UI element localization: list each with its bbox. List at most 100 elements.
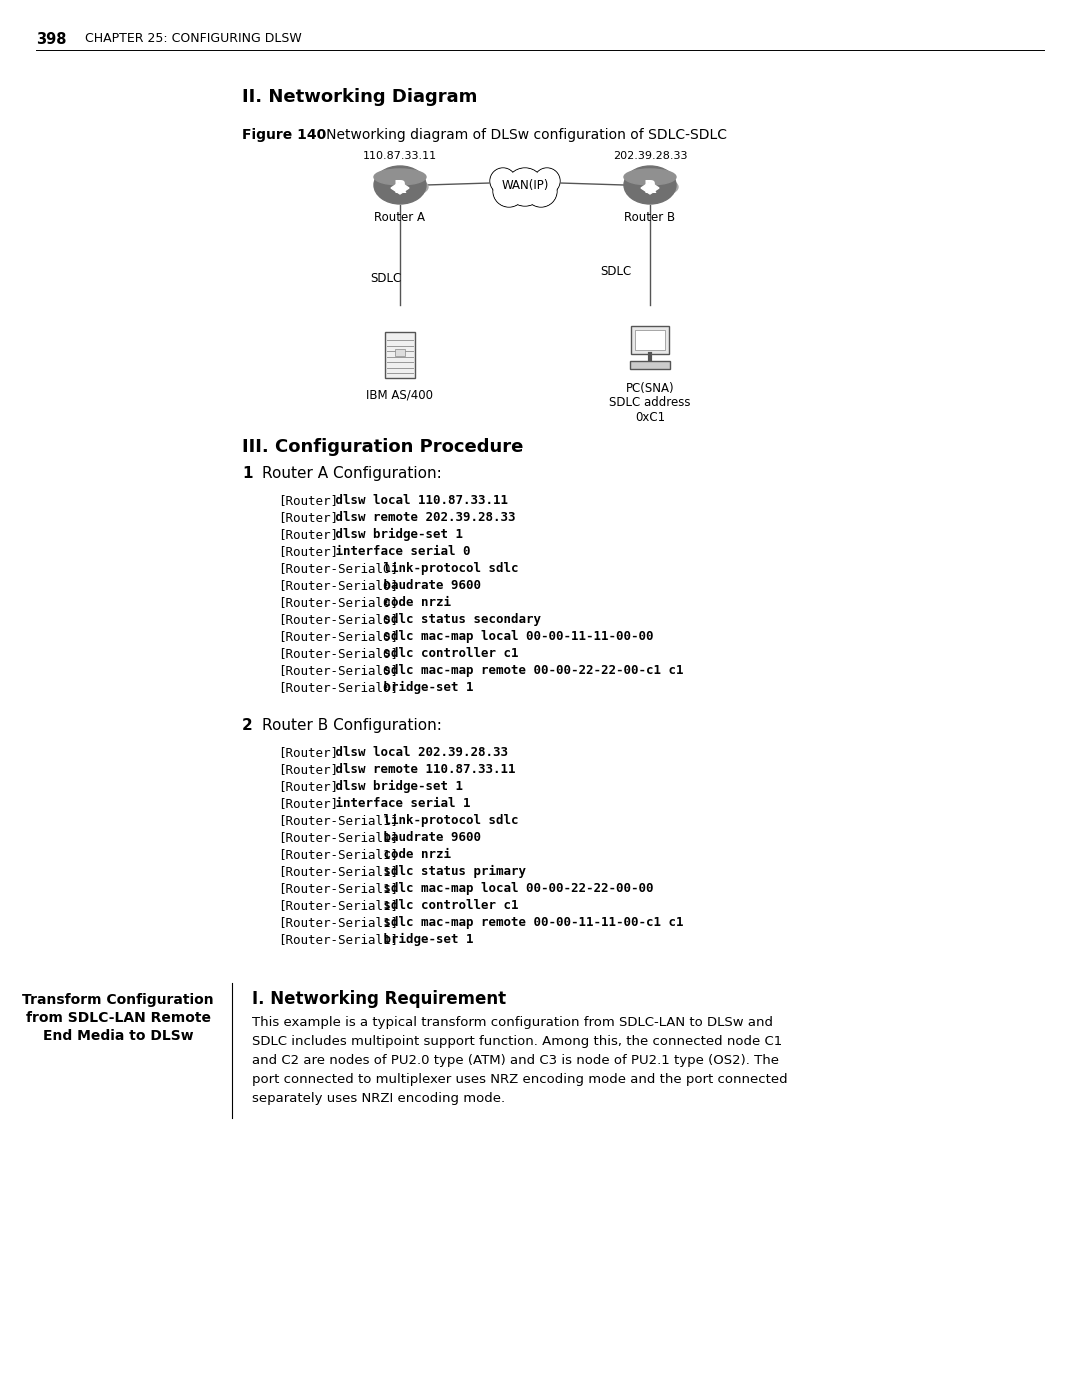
Text: [Router-Serial1]: [Router-Serial1] [278,900,399,912]
FancyBboxPatch shape [630,360,670,369]
Text: 110.87.33.11: 110.87.33.11 [363,151,437,161]
Text: CHAPTER 25: CONFIGURING DLSW: CHAPTER 25: CONFIGURING DLSW [85,32,301,45]
Text: bridge-set 1: bridge-set 1 [376,933,474,946]
Text: sdlc mac-map local 00-00-22-22-00-00: sdlc mac-map local 00-00-22-22-00-00 [376,882,653,895]
Text: [Router-Serial0]: [Router-Serial0] [278,562,399,576]
Text: [Router-Serial1]: [Router-Serial1] [278,916,399,929]
Text: 0xC1: 0xC1 [635,411,665,425]
Text: sdlc controller c1: sdlc controller c1 [376,647,518,659]
Circle shape [534,168,561,194]
FancyBboxPatch shape [635,330,665,351]
Text: [Router-Serial0]: [Router-Serial0] [278,647,399,659]
Text: R: R [393,179,406,197]
Text: 398: 398 [36,32,67,47]
Text: code nrzi: code nrzi [376,848,451,861]
Text: SDLC includes multipoint support function. Among this, the connected node C1: SDLC includes multipoint support functio… [252,1035,782,1048]
Text: link-protocol sdlc: link-protocol sdlc [376,562,518,576]
FancyBboxPatch shape [395,348,405,355]
Text: interface serial 1: interface serial 1 [328,798,471,810]
Text: [Router]: [Router] [278,528,338,541]
Text: sdlc status primary: sdlc status primary [376,865,526,879]
Circle shape [525,175,557,207]
Circle shape [490,168,516,194]
Ellipse shape [376,177,428,197]
Text: from SDLC-LAN Remote: from SDLC-LAN Remote [26,1011,211,1025]
Text: sdlc mac-map local 00-00-11-11-00-00: sdlc mac-map local 00-00-11-11-00-00 [376,630,653,643]
Text: port connected to multiplexer uses NRZ encoding mode and the port connected: port connected to multiplexer uses NRZ e… [252,1073,787,1085]
Text: dlsw local 202.39.28.33: dlsw local 202.39.28.33 [328,746,509,759]
Text: code nrzi: code nrzi [376,597,451,609]
Text: separately uses NRZI encoding mode.: separately uses NRZI encoding mode. [252,1092,505,1105]
Text: [Router-Serial0]: [Router-Serial0] [278,613,399,626]
Text: Networking diagram of DLSw configuration of SDLC-SDLC: Networking diagram of DLSw configuration… [313,129,727,142]
Text: Router A: Router A [375,211,426,224]
Ellipse shape [624,166,676,204]
Text: [Router]: [Router] [278,746,338,759]
Text: [Router-Serial0]: [Router-Serial0] [278,630,399,643]
Circle shape [507,168,544,205]
Text: [Router-Serial1]: [Router-Serial1] [278,933,399,946]
Text: [Router-Serial0]: [Router-Serial0] [278,597,399,609]
Text: [Router]: [Router] [278,545,338,557]
Text: SDLC: SDLC [370,272,402,285]
Text: [Router-Serial0]: [Router-Serial0] [278,664,399,678]
Ellipse shape [374,166,426,204]
Text: [Router-Serial1]: [Router-Serial1] [278,848,399,861]
Text: 1: 1 [242,467,253,481]
Text: [Router-Serial1]: [Router-Serial1] [278,882,399,895]
Polygon shape [391,182,409,194]
Circle shape [535,169,559,193]
Circle shape [491,169,515,193]
Text: sdlc controller c1: sdlc controller c1 [376,900,518,912]
Text: [Router]: [Router] [278,798,338,810]
Text: dlsw bridge-set 1: dlsw bridge-set 1 [328,780,463,793]
Text: interface serial 0: interface serial 0 [328,545,471,557]
Text: WAN(IP): WAN(IP) [501,179,549,193]
Text: [Router-Serial0]: [Router-Serial0] [278,578,399,592]
Text: sdlc mac-map remote 00-00-22-22-00-c1 c1: sdlc mac-map remote 00-00-22-22-00-c1 c1 [376,664,684,678]
Text: I. Networking Requirement: I. Networking Requirement [252,990,507,1009]
Text: link-protocol sdlc: link-protocol sdlc [376,814,518,827]
Text: End Media to DLSw: End Media to DLSw [43,1030,193,1044]
Text: dlsw remote 202.39.28.33: dlsw remote 202.39.28.33 [328,511,515,524]
Circle shape [494,176,524,205]
Text: sdlc status secondary: sdlc status secondary [376,613,541,626]
Text: PC(SNA): PC(SNA) [625,381,674,395]
Text: and C2 are nodes of PU2.0 type (ATM) and C3 is node of PU2.1 type (OS2). The: and C2 are nodes of PU2.0 type (ATM) and… [252,1053,779,1067]
Text: Router A Configuration:: Router A Configuration: [262,467,442,481]
Text: [Router]: [Router] [278,495,338,507]
Text: 202.39.28.33: 202.39.28.33 [612,151,687,161]
FancyBboxPatch shape [631,326,669,353]
Text: [Router-Serial1]: [Router-Serial1] [278,814,399,827]
Circle shape [507,169,543,205]
Text: R: R [644,179,657,197]
Ellipse shape [374,169,426,184]
Text: IBM AS/400: IBM AS/400 [366,388,433,401]
Text: Transform Configuration: Transform Configuration [23,993,214,1007]
Text: [Router-Serial1]: [Router-Serial1] [278,831,399,844]
Text: dlsw bridge-set 1: dlsw bridge-set 1 [328,528,463,541]
Text: II. Networking Diagram: II. Networking Diagram [242,88,477,106]
Circle shape [526,176,556,205]
Text: Router B: Router B [624,211,676,224]
Text: Router B Configuration:: Router B Configuration: [262,718,442,733]
Text: dlsw remote 110.87.33.11: dlsw remote 110.87.33.11 [328,763,515,775]
Text: 2: 2 [242,718,253,733]
Text: [Router]: [Router] [278,780,338,793]
FancyBboxPatch shape [384,332,415,379]
Text: III. Configuration Procedure: III. Configuration Procedure [242,439,524,455]
Text: SDLC: SDLC [600,265,631,278]
Text: baudrate 9600: baudrate 9600 [376,578,482,592]
Text: Figure 140: Figure 140 [242,129,326,142]
Polygon shape [642,182,659,194]
Text: sdlc mac-map remote 00-00-11-11-00-c1 c1: sdlc mac-map remote 00-00-11-11-00-c1 c1 [376,916,684,929]
Text: [Router]: [Router] [278,763,338,775]
Text: baudrate 9600: baudrate 9600 [376,831,482,844]
Text: dlsw local 110.87.33.11: dlsw local 110.87.33.11 [328,495,509,507]
Ellipse shape [626,177,678,197]
Text: [Router-Serial0]: [Router-Serial0] [278,680,399,694]
Circle shape [492,175,525,207]
Text: SDLC address: SDLC address [609,395,691,409]
Text: bridge-set 1: bridge-set 1 [376,680,474,694]
Text: This example is a typical transform configuration from SDLC-LAN to DLSw and: This example is a typical transform conf… [252,1016,773,1030]
